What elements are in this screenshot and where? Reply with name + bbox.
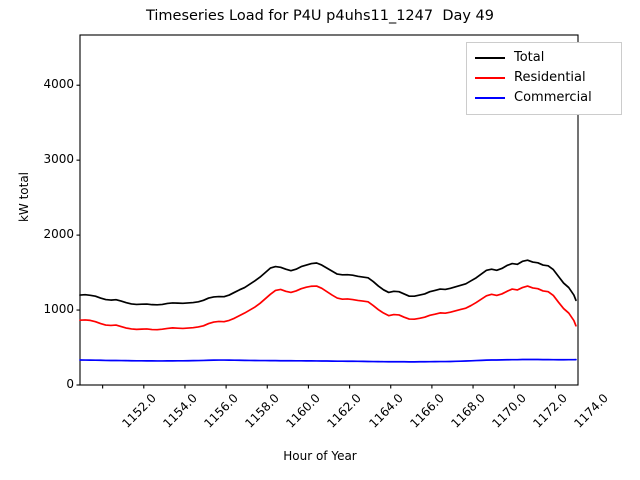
x-axis-label: Hour of Year [283, 449, 357, 463]
chart-title: Timeseries Load for P4U p4uhs11_1247 Day… [145, 8, 495, 24]
series-line-total [79, 259, 577, 306]
legend-color-swatch [475, 97, 505, 99]
legend-entry: Residential [475, 68, 613, 88]
data-series-lines [79, 259, 577, 363]
y-tick-label: 2000 [43, 227, 74, 242]
legend-label: Commercial [514, 90, 592, 105]
legend-label: Residential [514, 70, 586, 85]
legend-label: Total [514, 50, 545, 65]
y-tick-label: 4000 [43, 77, 74, 92]
y-axis-label: kW total [17, 171, 31, 223]
y-tick-label: 1000 [43, 302, 74, 317]
axes-frame [79, 34, 579, 386]
legend-entry: Total [475, 48, 613, 68]
legend-color-swatch [475, 77, 505, 79]
tick-marks [76, 84, 556, 389]
chart-legend: Total Residential Commercial [466, 42, 622, 115]
legend-color-swatch [475, 57, 505, 59]
series-line-residential [79, 285, 577, 331]
series-line-commercial [79, 358, 577, 363]
legend-entry: Commercial [475, 88, 613, 108]
axes-border [79, 34, 579, 386]
y-tick-label: 3000 [43, 152, 74, 167]
y-tick-label: 0 [66, 377, 74, 391]
